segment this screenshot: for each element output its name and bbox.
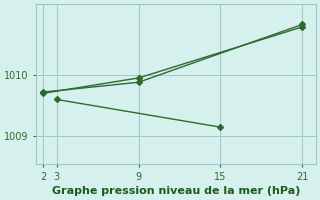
X-axis label: Graphe pression niveau de la mer (hPa): Graphe pression niveau de la mer (hPa) — [52, 186, 300, 196]
